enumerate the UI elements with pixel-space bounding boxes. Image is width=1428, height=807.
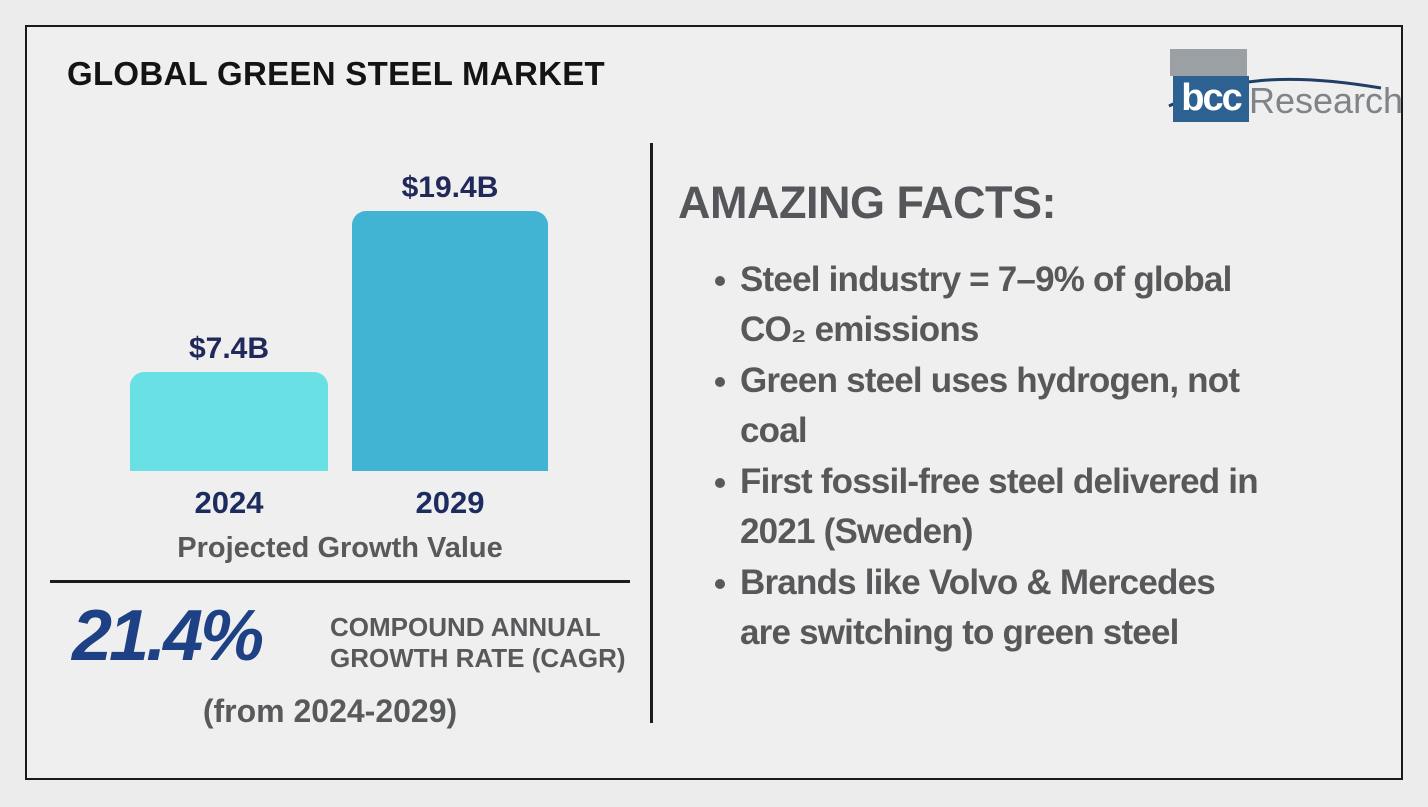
fact-text: Brands like Volvo & Mercedes are switchi…: [740, 563, 1216, 652]
cagr-value: 21.4%: [72, 596, 264, 676]
bar-group-2029: $19.4B 2029: [352, 168, 548, 528]
bar-category-label: 2029: [415, 485, 485, 520]
bullet-icon: [715, 276, 725, 286]
cagr-label: COMPOUND ANNUAL GROWTH RATE (CAGR): [330, 612, 626, 673]
page-title: GLOBAL GREEN STEEL MARKET: [67, 55, 605, 92]
fact-text: Green steel uses hydrogen, not coal: [740, 361, 1240, 450]
logo-gray-block: [1170, 49, 1247, 76]
infographic-frame: GLOBAL GREEN STEEL MARKET bcc Research $…: [25, 25, 1403, 780]
logo-blue-block: bcc: [1173, 76, 1249, 122]
fact-item: First fossil-free steel delivered in 202…: [715, 457, 1405, 557]
chart-title: Projected Growth Value: [177, 532, 503, 564]
fact-item: Steel industry = 7–9% of global CO₂ emis…: [715, 255, 1405, 355]
bar-value-label: $19.4B: [401, 171, 499, 204]
horizontal-divider: [50, 580, 630, 583]
bar-2024: [130, 372, 328, 471]
bar-group-2024: $7.4B 2024: [130, 168, 328, 528]
bcc-research-logo: bcc Research: [1137, 42, 1403, 142]
cagr-range: (from 2024-2029): [202, 693, 458, 729]
fact-item: Green steel uses hydrogen, not coal: [715, 356, 1405, 456]
vertical-divider: [650, 143, 653, 723]
bar-category-label: 2024: [194, 485, 264, 520]
bar-value-label: $7.4B: [188, 332, 270, 365]
logo-acronym: bcc: [1181, 77, 1243, 119]
logo-wordmark: Research: [1249, 80, 1404, 121]
bullet-icon: [715, 377, 725, 387]
fact-text: Steel industry = 7–9% of global CO₂ emis…: [740, 260, 1232, 349]
bar-chart: $7.4B 2024 $19.4B 2029: [130, 168, 550, 528]
bar-2029: [352, 211, 548, 471]
bullet-icon: [715, 579, 725, 589]
fact-item: Brands like Volvo & Mercedes are switchi…: [715, 558, 1405, 658]
bullet-icon: [715, 478, 725, 488]
fact-text: First fossil-free steel delivered in 202…: [740, 462, 1259, 551]
facts-heading: AMAZING FACTS:: [678, 177, 1056, 228]
facts-list: Steel industry = 7–9% of global CO₂ emis…: [715, 255, 1405, 659]
